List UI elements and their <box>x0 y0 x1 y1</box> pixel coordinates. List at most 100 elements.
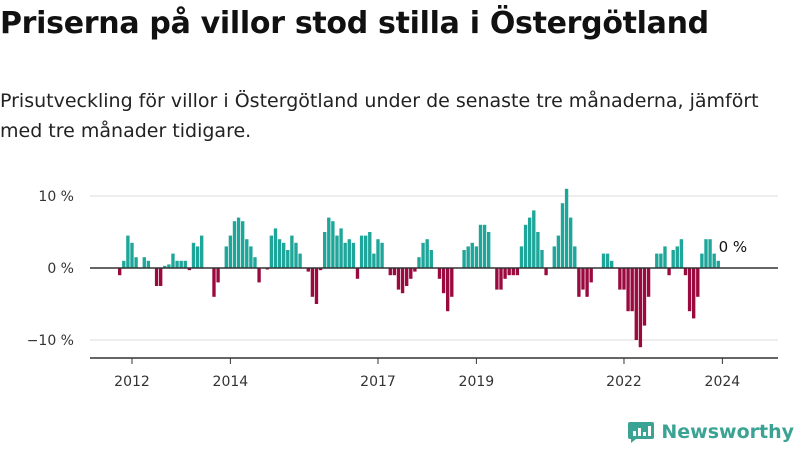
bar <box>552 246 556 268</box>
bar <box>249 246 253 268</box>
bar <box>577 268 581 297</box>
bar <box>601 253 606 268</box>
bar <box>519 246 524 268</box>
y-tick-label: −10 % <box>27 333 74 349</box>
bar <box>450 268 454 297</box>
bar <box>470 242 474 268</box>
bar <box>503 268 507 279</box>
bar <box>544 268 548 276</box>
bar <box>159 268 163 286</box>
bar <box>310 268 315 297</box>
bar <box>392 268 397 276</box>
bar <box>466 246 470 268</box>
bar <box>122 260 126 268</box>
bar <box>569 217 573 268</box>
bar <box>446 268 450 312</box>
bar <box>154 268 159 286</box>
bar <box>327 217 331 268</box>
bar <box>622 268 626 290</box>
newsworthy-logo-icon <box>628 422 655 443</box>
bar <box>314 268 319 304</box>
bar <box>626 268 630 312</box>
bar <box>183 260 187 268</box>
bar <box>675 246 679 268</box>
bar <box>462 250 466 268</box>
bar <box>712 253 716 268</box>
chart-title: Priserna på villor stod stilla i Östergö… <box>0 6 709 41</box>
bar <box>704 239 708 268</box>
bar <box>388 268 392 276</box>
bar <box>610 260 614 268</box>
bar <box>495 268 499 290</box>
bar <box>245 239 249 268</box>
bar <box>482 224 487 268</box>
bar <box>556 235 561 268</box>
x-tick-label: 2017 <box>360 374 396 390</box>
brand-name: Newsworthy <box>661 421 794 443</box>
latest-value-label: 0 % <box>719 238 748 256</box>
bar <box>638 268 643 348</box>
bar <box>228 235 233 268</box>
bar <box>212 268 216 297</box>
bar <box>581 268 585 290</box>
bar <box>396 268 401 290</box>
bar <box>659 253 663 268</box>
bar <box>380 242 384 268</box>
bar <box>605 253 610 268</box>
bar <box>216 268 220 283</box>
bar <box>708 239 712 268</box>
bar <box>323 232 327 268</box>
bar <box>400 268 405 294</box>
y-tick-label: 10 % <box>38 189 74 205</box>
bar <box>478 224 483 268</box>
bar <box>372 253 376 268</box>
bar <box>421 242 425 268</box>
bar <box>679 239 684 268</box>
bar <box>331 221 335 268</box>
bar <box>306 268 310 272</box>
bar <box>630 268 634 312</box>
bar <box>437 268 442 279</box>
x-tick-label: 2022 <box>606 374 642 390</box>
bar <box>716 260 720 268</box>
bar <box>359 235 364 268</box>
bar <box>286 250 290 268</box>
bar <box>409 268 413 279</box>
bar <box>696 268 700 297</box>
bar <box>667 268 671 276</box>
bar <box>179 260 183 268</box>
bar <box>290 235 294 268</box>
bar <box>523 224 528 268</box>
bar <box>441 268 446 294</box>
bar <box>130 242 134 268</box>
bar <box>282 242 286 268</box>
bar <box>573 246 577 268</box>
bar <box>528 217 532 268</box>
bar <box>298 253 302 268</box>
bar <box>376 239 380 268</box>
bar <box>417 257 421 268</box>
bar <box>294 242 298 268</box>
chart-subtitle: Prisutveckling för villor i Östergötland… <box>0 90 759 142</box>
bar <box>507 268 511 276</box>
bar <box>277 239 282 268</box>
x-tick-label: 2024 <box>705 374 741 390</box>
bar <box>585 268 589 297</box>
gridlines <box>90 195 778 341</box>
bars <box>118 188 720 348</box>
bar <box>564 188 569 268</box>
bar <box>511 268 515 276</box>
bar <box>347 239 351 268</box>
bar <box>224 246 228 268</box>
bar <box>134 257 138 268</box>
bar <box>646 268 651 297</box>
bar <box>171 253 175 268</box>
bar <box>413 268 417 272</box>
bar <box>642 268 647 326</box>
bar <box>236 217 241 268</box>
bar <box>200 235 204 268</box>
bar <box>425 239 429 268</box>
bar <box>474 246 479 268</box>
bar <box>355 268 360 279</box>
